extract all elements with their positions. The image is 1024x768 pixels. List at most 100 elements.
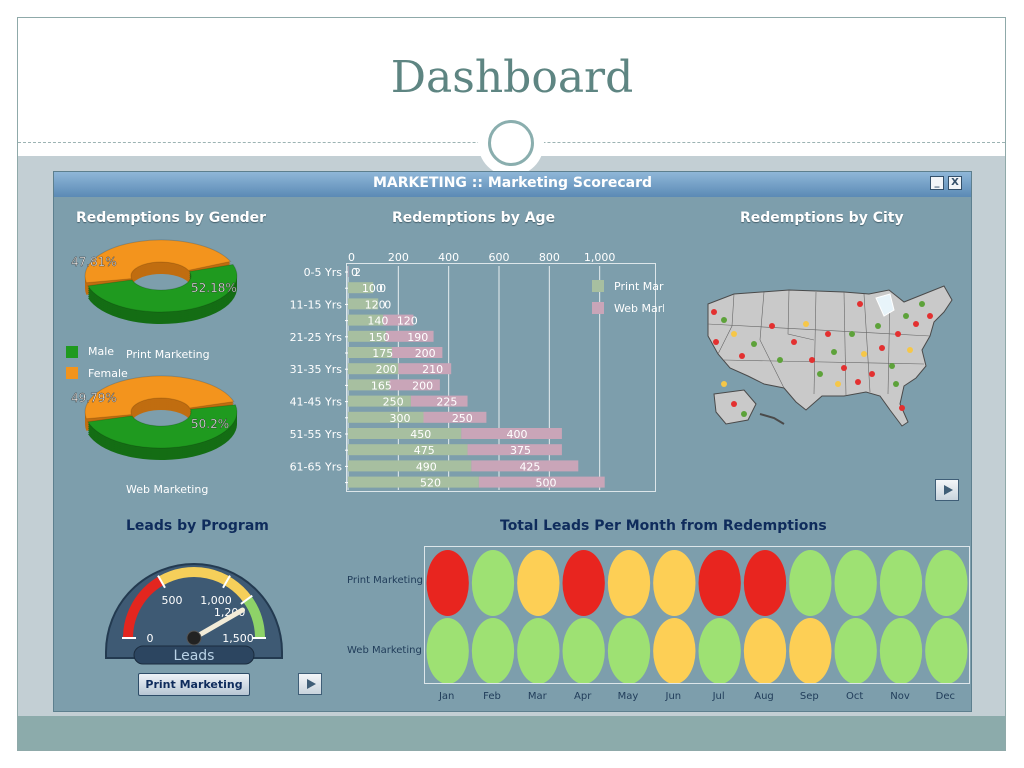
age-print-label: 165 <box>371 379 392 392</box>
age-print-label: 120 <box>365 298 386 311</box>
gauge-label: Leads <box>174 648 215 664</box>
city-marker <box>907 347 913 353</box>
state-border <box>813 291 817 395</box>
age-bar-web <box>385 330 434 342</box>
age-web-label: 250 <box>452 412 473 425</box>
city-marker <box>831 349 837 355</box>
age-bar-print <box>348 444 468 456</box>
lead-indicator-web <box>607 618 651 683</box>
age-legend-swatch <box>592 302 604 314</box>
age-print-label: 0 <box>351 266 358 279</box>
city-marker <box>893 381 899 387</box>
age-bar-print <box>348 476 479 488</box>
city-marker <box>713 339 719 345</box>
age-bar-web <box>383 314 414 326</box>
gender-title: Redemptions by Gender <box>76 210 267 226</box>
age-bar-print <box>348 298 379 310</box>
city-marker <box>739 353 745 359</box>
age-category-label: 51-55 Yrs <box>290 428 343 441</box>
program-title: Leads by Program <box>126 518 269 534</box>
lead-indicator-print <box>743 550 787 616</box>
lead-indicator-web <box>653 618 696 683</box>
age-bar-print <box>348 282 374 294</box>
age-web-label: 210 <box>422 363 443 376</box>
city-marker <box>803 321 809 327</box>
age-bar-print <box>348 428 462 439</box>
month-label: Oct <box>846 691 864 702</box>
age-xtick: 1,000 <box>584 251 616 264</box>
city-marker <box>817 371 823 377</box>
print-marketing-button[interactable]: Print Marketing <box>138 673 250 696</box>
age-bar-web <box>410 395 468 407</box>
city-marker <box>849 331 855 337</box>
lead-indicator-print <box>562 550 605 616</box>
state-border <box>759 291 785 389</box>
city-marker <box>879 345 885 351</box>
age-category-label: 61-65 Yrs <box>290 460 343 473</box>
panel-titlebar: MARKETING :: Marketing Scorecard _ X <box>54 172 971 197</box>
gauge-needle <box>191 607 245 641</box>
gauge-label-pill <box>133 645 255 665</box>
age-web-label: 0 <box>379 282 386 295</box>
web-male-pct: 50.2% <box>191 417 229 431</box>
gauge-hub <box>186 630 202 646</box>
print-female-pct: 47.81% <box>71 255 117 269</box>
state-border <box>717 293 735 355</box>
city-marker <box>869 371 875 377</box>
city-marker <box>809 357 815 363</box>
program-play-button[interactable] <box>298 673 322 695</box>
age-print-label: 490 <box>416 460 437 473</box>
us-mainland <box>707 285 953 427</box>
age-web-label: 200 <box>415 347 436 360</box>
gender-donuts: 47.81% 52.18% 49.79% 50.2% <box>71 239 238 460</box>
city-marker <box>721 317 727 323</box>
lead-indicator-web <box>471 618 515 683</box>
age-print-label: 100 <box>362 282 383 295</box>
age-bar-web <box>348 266 349 277</box>
us-map <box>707 285 953 427</box>
months-title: Total Leads Per Month from Redemptions <box>500 518 827 534</box>
web-male-slice <box>87 404 238 449</box>
city-marker <box>731 401 737 407</box>
scorecard-panel: MARKETING :: Marketing Scorecard _ X Red… <box>53 171 972 712</box>
age-web-label: 500 <box>535 477 556 490</box>
city-marker <box>919 301 925 307</box>
age-legend-label: Print Marketing <box>614 280 664 293</box>
state-border <box>843 291 847 397</box>
gauge-tick-label: 1,500 <box>222 632 254 645</box>
age-web-label: 0 <box>384 298 391 311</box>
lead-indicator-web <box>789 618 832 683</box>
city-marker <box>731 331 737 337</box>
close-button[interactable]: X <box>948 176 962 190</box>
lead-indicator-web <box>743 618 787 683</box>
month-label: Jan <box>438 691 455 702</box>
age-xtick: 400 <box>438 251 459 264</box>
city-play-button[interactable] <box>935 479 959 501</box>
minimize-button[interactable]: _ <box>930 176 944 190</box>
age-print-label: 140 <box>367 315 388 328</box>
city-marker <box>875 323 881 329</box>
age-bar-print <box>348 395 411 407</box>
print-female-slice <box>84 239 232 284</box>
city-marker <box>889 363 895 369</box>
lead-indicator-web <box>426 618 469 683</box>
lead-indicator-print <box>789 550 832 616</box>
city-title: Redemptions by City <box>740 210 904 226</box>
age-print-label: 300 <box>390 412 411 425</box>
age-bar-web <box>461 428 562 439</box>
city-marker <box>835 381 841 387</box>
city-marker <box>903 313 909 319</box>
city-marker <box>711 309 717 315</box>
lead-indicator-print <box>471 550 515 616</box>
age-xtick: 200 <box>388 251 409 264</box>
gauge-band-red <box>123 576 164 639</box>
lead-indicator-print <box>607 550 651 616</box>
lead-indicator-web <box>879 618 923 683</box>
city-marker <box>899 405 905 411</box>
age-bar-print <box>348 347 393 358</box>
age-web-label: 375 <box>510 444 531 457</box>
web-female-pct: 49.79% <box>71 391 117 405</box>
state-border <box>707 323 931 337</box>
lead-indicator-print <box>834 550 877 616</box>
